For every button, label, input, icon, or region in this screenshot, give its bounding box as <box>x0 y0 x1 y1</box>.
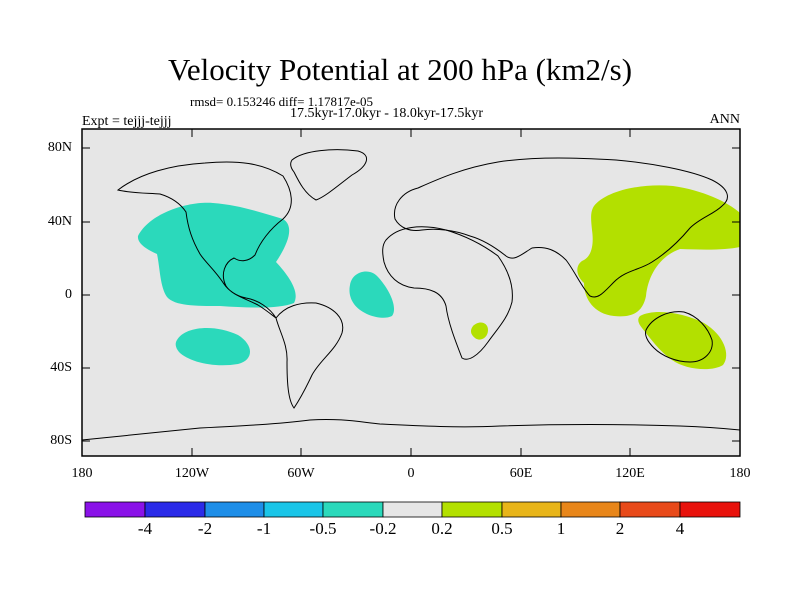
lat-label-40n: 40N <box>47 214 72 229</box>
colorbar-box-3 <box>263 501 324 518</box>
coast-eurasia <box>393 157 728 298</box>
colorbar <box>84 501 741 518</box>
period-subtitle: 17.5kyr-17.0kyr - 18.0kyr-17.5kyr <box>290 106 484 121</box>
colorbar-label: 1 <box>556 519 566 538</box>
experiment-label: Expt = tejjj-tejjj <box>82 114 172 129</box>
colorbar-box-5 <box>382 501 443 518</box>
coast-north-america <box>116 161 292 319</box>
lon-label-0: 0 <box>407 466 415 481</box>
lon-label-120w: 120W <box>174 466 210 481</box>
lon-label-60e: 60E <box>509 466 533 481</box>
coast-south-america <box>275 302 344 409</box>
colorbar-label: 2 <box>615 519 625 538</box>
anomaly-patches <box>137 185 740 370</box>
colorbar-box-10 <box>679 501 741 518</box>
season-label: ANN <box>709 112 740 127</box>
colorbar-box-0 <box>84 501 146 518</box>
lat-label-80n: 80N <box>47 140 72 155</box>
colorbar-box-8 <box>560 501 621 518</box>
colorbar-box-9 <box>619 501 681 518</box>
lat-label-80s: 80S <box>50 433 72 448</box>
anomaly-tropical-atlantic <box>349 271 395 318</box>
anomaly-north-atlantic <box>137 202 296 308</box>
anomaly-south-pacific <box>175 327 250 366</box>
coast-greenland <box>290 149 367 201</box>
colorbar-box-4 <box>322 501 384 518</box>
colorbar-label: 4 <box>675 519 685 538</box>
coast-africa <box>382 226 513 360</box>
lon-label-60w: 60W <box>287 466 315 481</box>
lon-label-180w: 180 <box>71 466 93 481</box>
coast-antarctica <box>81 418 741 441</box>
colorbar-label: -1 <box>256 519 272 538</box>
stats-subtitle: rmsd= 0.153246 diff= 1.17817e-05 <box>190 94 374 109</box>
lon-label-180e: 180 <box>729 466 751 481</box>
axis-ticks <box>81 129 741 456</box>
colorbar-box-2 <box>204 501 265 518</box>
colorbar-box-1 <box>144 501 206 518</box>
colorbar-label: 0.2 <box>431 519 453 538</box>
colorbar-box-7 <box>501 501 562 518</box>
lat-label-eq: 0 <box>65 287 72 302</box>
colorbar-box-6 <box>441 501 503 518</box>
colorbar-label: -2 <box>197 519 213 538</box>
lat-label-40s: 40S <box>50 360 72 375</box>
colorbar-label: -4 <box>137 519 153 538</box>
anomaly-mozambique <box>470 322 488 340</box>
chart-title: Velocity Potential at 200 hPa (km2/s) <box>167 52 633 87</box>
lon-label-120e: 120E <box>615 466 645 481</box>
coastlines <box>81 149 741 441</box>
colorbar-label: 0.5 <box>491 519 513 538</box>
colorbar-label: -0.2 <box>369 519 397 538</box>
anomaly-asia-pacific <box>577 185 740 317</box>
colorbar-label: -0.5 <box>309 519 337 538</box>
coast-australia <box>645 311 713 363</box>
